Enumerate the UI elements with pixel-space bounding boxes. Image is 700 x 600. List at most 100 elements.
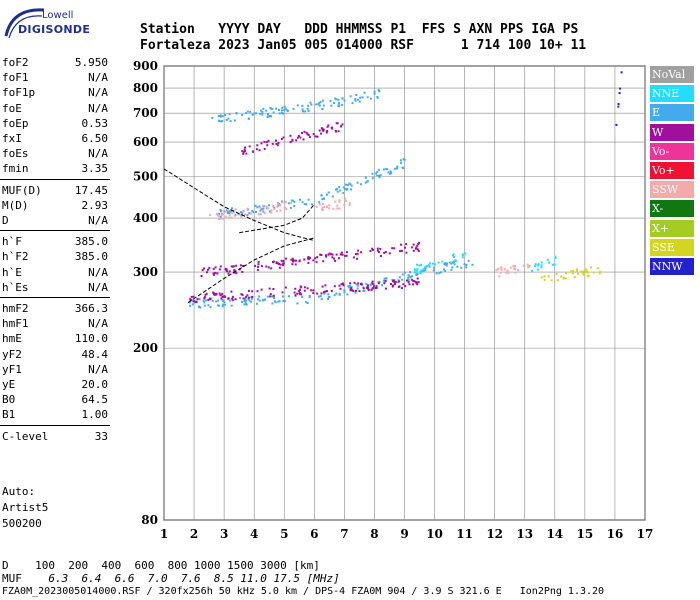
echo-point	[243, 300, 246, 303]
echo-point	[548, 261, 551, 264]
echo-point	[222, 210, 225, 213]
echo-point	[349, 95, 352, 98]
echo-point	[444, 262, 447, 265]
param-row: fmin 3.35	[2, 162, 108, 176]
echo-point	[226, 209, 228, 212]
echo-point	[223, 210, 226, 213]
echo-point	[277, 202, 280, 205]
echo-point	[334, 97, 337, 100]
echo-point	[367, 286, 369, 289]
echo-point	[385, 277, 388, 280]
echo-point	[289, 134, 292, 137]
echo-point	[200, 275, 203, 277]
echo-point	[617, 105, 620, 108]
echo-point	[323, 292, 326, 295]
echo-point	[322, 129, 325, 132]
echo-point	[372, 287, 375, 289]
echo-point	[596, 267, 599, 270]
echo-point	[363, 290, 366, 292]
echo-point	[540, 264, 543, 267]
muf-label: MUF	[2, 572, 22, 585]
echo-point	[467, 259, 470, 262]
echo-point	[248, 296, 250, 299]
echo-point	[317, 103, 320, 106]
echo-point	[327, 191, 330, 194]
echo-point	[404, 285, 407, 288]
station-header-labels: Station YYYY DAY DDD HHMMSS P1 FFS S AXN…	[140, 22, 579, 37]
echo-point	[270, 211, 273, 214]
echo-point	[252, 150, 254, 153]
echo-point	[370, 288, 373, 291]
echo-point	[370, 281, 373, 284]
echo-point	[314, 135, 317, 138]
lowell-digisonde-logo: Lowell DIGISONDE	[4, 6, 90, 44]
echo-point	[212, 273, 215, 276]
echo-point	[271, 142, 274, 145]
echo-point	[343, 289, 346, 292]
echo-point	[330, 253, 333, 256]
echo-point	[231, 295, 234, 298]
echo-point	[331, 195, 334, 198]
echo-point	[203, 304, 206, 307]
echo-point	[208, 266, 211, 269]
echo-point	[460, 266, 463, 269]
echo-point	[393, 279, 396, 282]
echo-point	[268, 210, 271, 213]
echo-point	[272, 294, 275, 297]
echo-point	[202, 299, 205, 302]
echo-point	[193, 300, 196, 303]
echo-point	[320, 194, 323, 197]
echo-point	[310, 103, 313, 106]
param-name: fxI	[2, 132, 22, 145]
echo-point	[349, 282, 352, 285]
echo-point	[443, 269, 446, 272]
echo-point	[227, 117, 230, 120]
echo-point	[537, 263, 540, 266]
echo-point	[222, 213, 225, 216]
echo-point	[260, 265, 263, 267]
echo-point	[431, 262, 434, 265]
echo-point	[543, 278, 546, 281]
echo-point	[221, 120, 224, 122]
echo-point	[259, 213, 262, 216]
echo-point	[231, 297, 234, 300]
echo-point	[218, 213, 221, 215]
echo-point	[344, 197, 347, 200]
echo-point	[248, 212, 251, 215]
echo-point	[307, 104, 310, 107]
echo-point	[405, 251, 408, 254]
param-name: fmin	[2, 162, 29, 176]
param-name: foEp	[2, 116, 29, 130]
echo-point	[408, 283, 411, 286]
echo-point	[299, 288, 302, 291]
echo-point	[316, 135, 319, 138]
legend-item: Vo+	[650, 162, 694, 179]
echo-point	[219, 115, 222, 118]
param-row: C-level 33	[2, 430, 108, 444]
echo-point	[295, 259, 297, 262]
echo-point	[453, 263, 456, 266]
echo-point	[273, 206, 276, 209]
echo-point	[373, 92, 376, 95]
echo-point	[243, 299, 246, 302]
echo-point	[218, 120, 220, 122]
echo-point	[331, 127, 334, 130]
echo-point	[329, 100, 332, 103]
echo-point	[388, 252, 391, 255]
echo-point	[339, 287, 342, 290]
echo-point	[321, 206, 324, 209]
echo-point	[327, 298, 329, 300]
echo-point	[345, 251, 348, 254]
echo-point	[349, 289, 352, 292]
param-value: 385.0	[74, 250, 108, 264]
echo-point	[398, 285, 401, 288]
echo-point	[415, 274, 418, 276]
echo-point	[553, 263, 556, 266]
echo-point	[251, 290, 254, 293]
echo-point	[382, 279, 385, 282]
echo-point	[243, 303, 246, 306]
echo-point	[272, 111, 275, 114]
echo-point	[326, 193, 328, 196]
param-separator	[0, 297, 110, 298]
echo-point	[292, 260, 295, 263]
